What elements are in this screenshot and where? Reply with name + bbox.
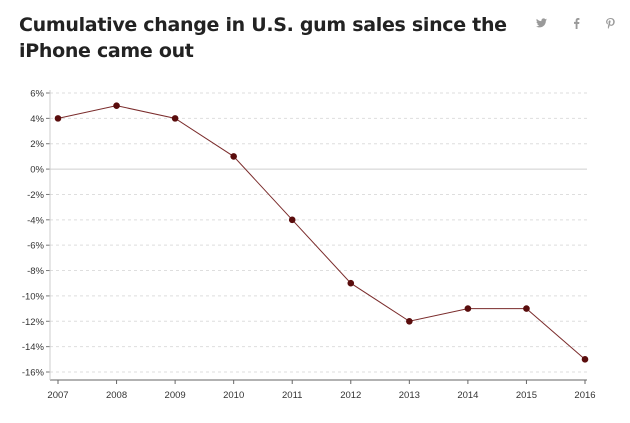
y-tick-label: -6% bbox=[27, 241, 44, 252]
data-point-2016 bbox=[581, 356, 589, 363]
pinterest-icon bbox=[605, 17, 615, 29]
data-point-2008 bbox=[113, 102, 120, 109]
y-tick-label: -10% bbox=[22, 291, 45, 302]
twitter-share-button[interactable] bbox=[534, 16, 548, 30]
twitter-icon bbox=[535, 18, 547, 28]
y-tick-label: -2% bbox=[27, 190, 44, 201]
facebook-share-button[interactable] bbox=[569, 16, 583, 30]
x-tick-label: 2011 bbox=[282, 390, 302, 401]
y-tick-label: -4% bbox=[27, 215, 44, 226]
x-tick-label: 2013 bbox=[399, 390, 420, 401]
y-tick-label: 0% bbox=[30, 165, 44, 176]
chart-title: Cumulative change in U.S. gum sales sinc… bbox=[19, 14, 507, 62]
x-tick-label: 2007 bbox=[47, 390, 68, 401]
data-point-2007 bbox=[54, 115, 62, 122]
x-tick-label: 2012 bbox=[340, 390, 361, 401]
gridlines bbox=[50, 92, 587, 373]
y-tick-label: -16% bbox=[22, 368, 45, 379]
data-point-2009 bbox=[171, 115, 179, 122]
y-tick-label: 2% bbox=[30, 139, 44, 150]
x-tick-label: 2009 bbox=[165, 390, 186, 401]
x-tick-label: 2010 bbox=[223, 390, 244, 401]
y-tick-label: 6% bbox=[30, 89, 44, 100]
data-point-2014 bbox=[464, 305, 472, 312]
x-tick-label: 2008 bbox=[106, 390, 127, 401]
y-tick-label: -14% bbox=[22, 342, 45, 353]
data-point-2010 bbox=[230, 153, 237, 160]
series-line-path bbox=[57, 105, 586, 360]
x-tick-label: 2015 bbox=[516, 390, 537, 401]
y-tick-label: -12% bbox=[22, 317, 45, 328]
facebook-icon bbox=[573, 17, 579, 29]
x-axis: 2007 2008 2009 2010 2011 2012 2013 2014 2015 2016 bbox=[47, 90, 596, 401]
data-point-2015 bbox=[523, 305, 530, 312]
data-point-2011 bbox=[288, 216, 296, 224]
y-tick-label: 4% bbox=[30, 114, 44, 125]
x-tick-label: 2014 bbox=[457, 390, 478, 401]
pinterest-share-button[interactable] bbox=[603, 16, 617, 30]
y-axis-ticks: 6% 4% 2% 0% -2% -4% -6% -8% -10% -12% -14% -16% bbox=[22, 89, 50, 379]
data-point-2012 bbox=[347, 279, 355, 287]
data-point-2013 bbox=[406, 317, 413, 325]
data-points bbox=[54, 102, 589, 363]
y-tick-label: -8% bbox=[27, 266, 44, 277]
x-tick-label: 2016 bbox=[574, 390, 595, 401]
series-line bbox=[57, 105, 586, 360]
